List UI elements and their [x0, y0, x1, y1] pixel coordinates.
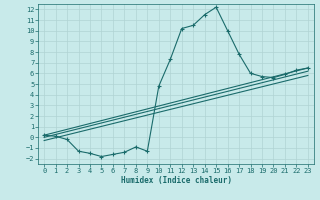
X-axis label: Humidex (Indice chaleur): Humidex (Indice chaleur) — [121, 176, 231, 185]
